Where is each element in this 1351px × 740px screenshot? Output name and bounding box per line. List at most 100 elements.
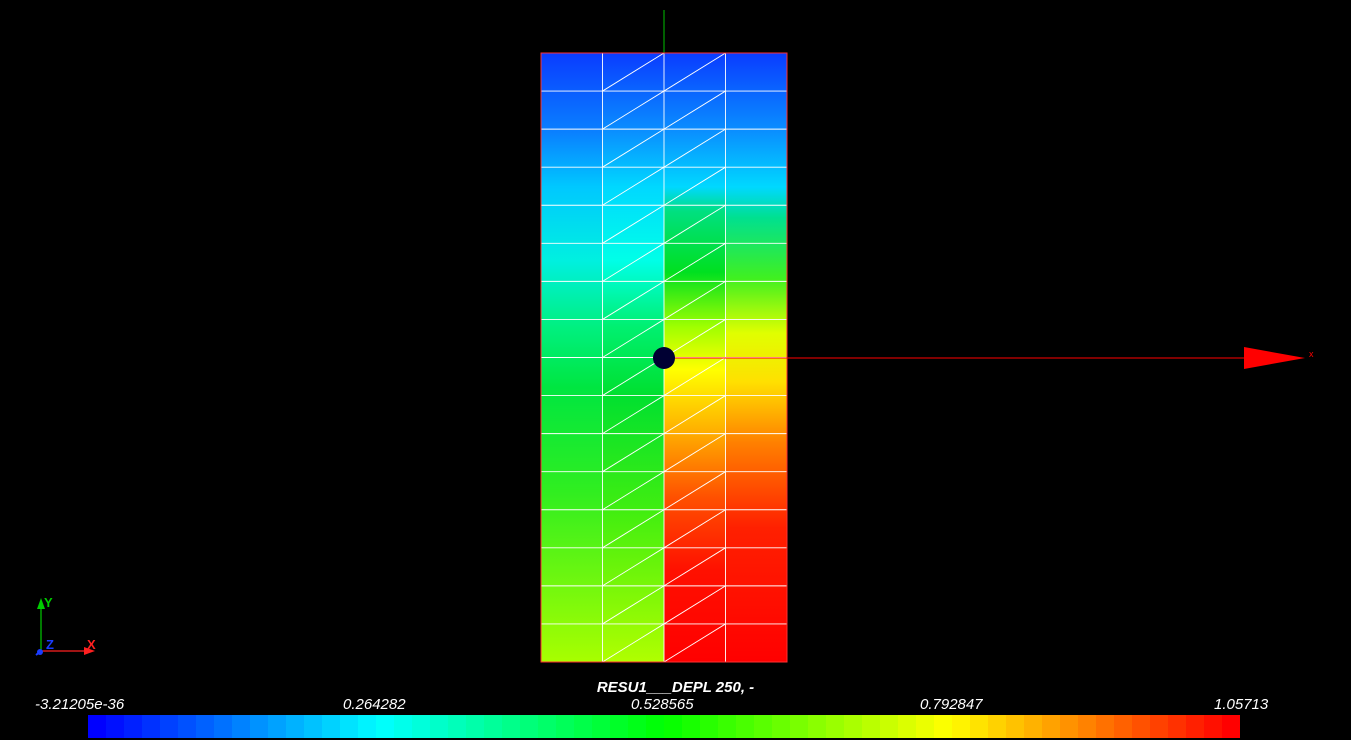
- scalar-bar-color-cell: [988, 715, 1006, 738]
- scalar-bar-color-cell: [664, 715, 682, 738]
- scalar-bar-color-cell: [682, 715, 700, 738]
- mesh-edge-diagonal: [663, 128, 726, 168]
- scalar-bar-color-cell: [1168, 715, 1186, 738]
- mesh-edge-diagonal: [663, 357, 726, 396]
- scalar-bar-color-cell: [844, 715, 862, 738]
- mesh-edge-diagonal: [663, 547, 726, 587]
- mesh-edge-diagonal: [602, 471, 665, 511]
- scalar-bar-color-cell: [898, 715, 916, 738]
- mesh-edge-diagonal: [663, 319, 726, 358]
- mesh-edge-diagonal: [663, 52, 726, 92]
- scalar-bar-color-cell: [178, 715, 196, 738]
- mesh-edge-diagonal: [602, 52, 665, 92]
- scalar-bar-color-cell: [520, 715, 538, 738]
- orientation-y-label: Y: [44, 595, 53, 610]
- scalar-bar-color-cell: [196, 715, 214, 738]
- scalar-bar-color-cell: [322, 715, 340, 738]
- scalar-bar-color-cell: [754, 715, 772, 738]
- mesh-edge-diagonal: [602, 280, 665, 320]
- scalar-bar-color-cell: [304, 715, 322, 738]
- scalar-bar-color-cell: [268, 715, 286, 738]
- mesh-edge-diagonal: [663, 585, 726, 625]
- mesh-edge-diagonal: [602, 90, 665, 130]
- orientation-origin: [37, 649, 43, 655]
- scalar-bar-color-cell: [718, 715, 736, 738]
- scalar-bar-color-cell: [772, 715, 790, 738]
- orientation-z-label: Z: [46, 637, 54, 652]
- scene-x-axis: x: [664, 347, 1314, 369]
- scalar-bar-color-cell: [790, 715, 808, 738]
- scalar-bar-color-cell: [1114, 715, 1132, 738]
- mesh-edges: [541, 52, 787, 663]
- orientation-x-label: X: [87, 637, 96, 652]
- scalar-bar-color-cell: [448, 715, 466, 738]
- mesh-edge-diagonal: [663, 280, 726, 320]
- mesh-edge-diagonal: [602, 433, 665, 473]
- scalar-bar-tick-3: 0.792847: [920, 696, 983, 713]
- scalar-bar-color-cell: [160, 715, 178, 738]
- orientation-x-arrowhead: [84, 647, 95, 655]
- scalar-bar-color-cell: [376, 715, 394, 738]
- scalar-bar-color-cell: [394, 715, 412, 738]
- scalar-bar-color-cell: [358, 715, 376, 738]
- scalar-bar-color-cell: [700, 715, 718, 738]
- mesh-edge-diagonal: [602, 395, 665, 435]
- scalar-bar-color-cell: [1222, 715, 1240, 738]
- scalar-bar-color-cell: [412, 715, 430, 738]
- scalar-bar-color-cell: [286, 715, 304, 738]
- scalar-bar-color-cell: [1186, 715, 1204, 738]
- scalar-bar-color-cell: [1006, 715, 1024, 738]
- scalar-bar-tick-1: 0.264282: [343, 696, 406, 713]
- mesh-edge-diagonal: [663, 395, 726, 435]
- scalar-bar-color-cell: [1132, 715, 1150, 738]
- scalar-bar-color-cell: [232, 715, 250, 738]
- mesh-edge-diagonal: [602, 547, 665, 587]
- scalar-bar-color-cell: [736, 715, 754, 738]
- scalar-bar-color-cell: [1204, 715, 1222, 738]
- mesh-edge-diagonal: [663, 204, 726, 244]
- mesh-edge-diagonal: [602, 509, 665, 549]
- scalar-bar-color-cell: [430, 715, 448, 738]
- mesh-edge-diagonal: [602, 242, 665, 282]
- scalar-bar-tick-2: 0.528565: [631, 696, 694, 713]
- scalar-bar-color-cell: [826, 715, 844, 738]
- scalar-bar-color-cell: [106, 715, 124, 738]
- mesh-edge-diagonal: [663, 471, 726, 511]
- scalar-bar-color-cell: [952, 715, 970, 738]
- mesh-edge-diagonal: [602, 319, 665, 358]
- scalar-bar-color-cell: [1078, 715, 1096, 738]
- mesh-edge-diagonal: [663, 623, 726, 663]
- scalar-bar-tick-4: 1.05713: [1214, 696, 1269, 713]
- scalar-bar-color-cell: [124, 715, 142, 738]
- scalar-bar-color-cell: [250, 715, 268, 738]
- scalar-bar-color-cell: [880, 715, 898, 738]
- scalar-bar-color-cell: [466, 715, 484, 738]
- scalar-bar-color-cell: [862, 715, 880, 738]
- mesh-edge-diagonal: [663, 90, 726, 130]
- scalar-bar-color-cell: [934, 715, 952, 738]
- mesh-edge-diagonal: [602, 128, 665, 168]
- scalar-bar-color-cell: [1096, 715, 1114, 738]
- scalar-bar-color-cell: [610, 715, 628, 738]
- scalar-bar-color-cell: [1060, 715, 1078, 738]
- scalar-bar-color-cell: [592, 715, 610, 738]
- scalar-bar-tick-0: -3.21205e-36: [35, 696, 125, 713]
- scalar-bar-color-cell: [214, 715, 232, 738]
- scalar-bar-color-cell: [1042, 715, 1060, 738]
- scalar-bar-color-cell: [646, 715, 664, 738]
- scalar-bar-title: RESU1___DEPL 250, -: [596, 679, 755, 696]
- scalar-bar-color-cell: [916, 715, 934, 738]
- orientation-axes: [35, 598, 95, 656]
- mesh-edge-diagonal: [602, 623, 665, 663]
- scalar-bar-color-cell: [538, 715, 556, 738]
- mesh-edge-diagonal: [663, 509, 726, 549]
- scalar-bar-colors[interactable]: [88, 715, 1240, 738]
- scalar-bar-color-cell: [628, 715, 646, 738]
- mesh-edge-diagonal: [602, 166, 665, 206]
- origin-marker[interactable]: [653, 347, 675, 369]
- mesh-edge-diagonal: [663, 242, 726, 282]
- scalar-bar-color-cell: [484, 715, 502, 738]
- scalar-bar-color-cell: [502, 715, 520, 738]
